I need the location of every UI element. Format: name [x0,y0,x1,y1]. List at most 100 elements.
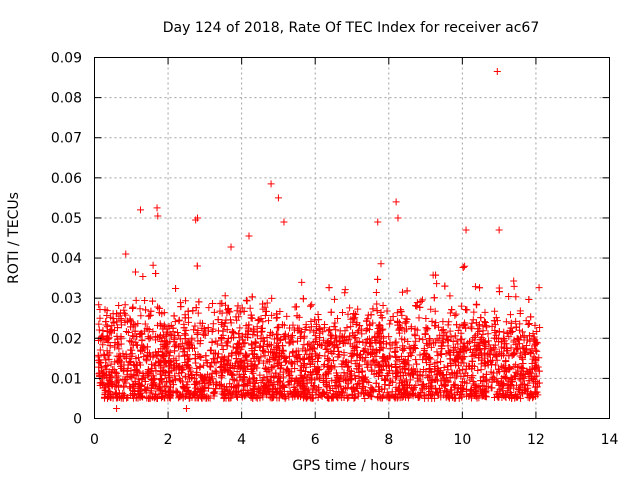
data-point [285,339,293,347]
data-point [141,320,149,328]
data-point [478,382,486,390]
data-point [212,385,220,393]
data-point [453,337,461,345]
data-point [518,354,526,362]
data-point [383,361,391,369]
data-point [402,318,410,326]
data-point [505,384,513,392]
data-point [510,336,518,344]
data-point [427,368,435,376]
data-point [171,347,179,355]
data-point [107,391,115,399]
data-point [488,375,496,383]
data-point [441,282,449,290]
data-point [311,376,319,384]
x-tick-label: 12 [527,432,545,448]
data-point [106,328,114,336]
data-point [146,353,154,361]
data-point [154,333,162,341]
data-point [235,381,243,389]
data-point [527,350,535,358]
data-point [219,346,227,354]
data-point [274,194,282,202]
data-point [500,328,508,336]
data-point [351,343,359,351]
data-point [235,330,243,338]
data-point [213,340,221,348]
data-point [149,328,157,336]
data-point [206,362,214,370]
data-point [199,373,207,381]
data-point [484,358,492,366]
data-point [361,357,369,365]
data-point [439,318,447,326]
data-point [127,323,135,331]
data-point [176,375,184,383]
data-point [142,306,150,314]
data-point [181,352,189,360]
data-point [424,341,432,349]
data-point [275,394,283,402]
data-point [97,379,105,387]
data-point [214,316,222,324]
data-point [185,365,193,373]
data-point [463,379,471,387]
data-point [293,358,301,366]
data-point [113,332,121,340]
data-point [279,383,287,391]
data-point [526,392,534,400]
data-point [258,389,266,397]
data-point [242,391,250,399]
data-point [455,347,463,355]
data-point [510,372,518,380]
data-point [233,344,241,352]
data-point [139,272,147,280]
data-point [336,327,344,335]
data-point [376,323,384,331]
data-point [148,376,156,384]
data-point [107,369,115,377]
data-point [530,375,538,383]
data-point [379,302,387,310]
data-point [328,377,336,385]
data-point [356,380,364,388]
data-point [424,391,432,399]
data-point [365,379,373,387]
data-point [119,394,127,402]
data-point [248,314,256,322]
data-point [200,325,208,333]
data-point [378,372,386,380]
data-point [159,325,167,333]
data-point [457,302,465,310]
data-point [153,204,161,212]
data-point [463,392,471,400]
data-point [98,332,106,340]
data-point [107,374,115,382]
data-point [488,346,496,354]
data-point [341,286,349,294]
data-point [224,390,232,398]
data-point [225,305,233,313]
data-point [273,310,281,318]
data-point [402,390,410,398]
data-point [172,285,180,293]
data-point [226,364,234,372]
data-point [298,278,306,286]
data-point [349,351,357,359]
data-point [519,380,527,388]
data-point [516,320,524,328]
data-point [343,394,351,402]
data-point [422,324,430,332]
data-point [424,373,432,381]
data-point [515,326,523,334]
data-point [371,361,379,369]
data-point [144,372,152,380]
data-point [446,309,454,317]
data-point [347,367,355,375]
data-point [122,354,130,362]
data-point [299,355,307,363]
data-point [435,323,443,331]
data-point [175,316,183,324]
data-point [182,297,190,305]
data-point [247,314,255,322]
